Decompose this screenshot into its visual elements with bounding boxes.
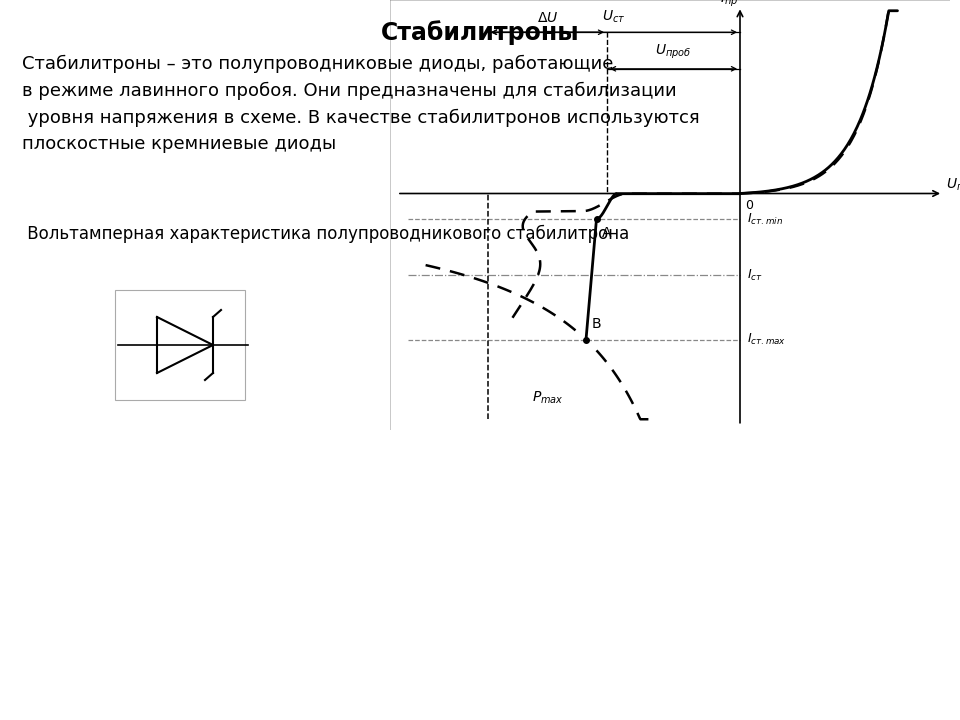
Text: Вольтамперная характеристика полупроводникового стабилитрона: Вольтамперная характеристика полупроводн… bbox=[22, 225, 629, 243]
Text: B: B bbox=[591, 317, 601, 331]
Text: $I_{ст}$: $I_{ст}$ bbox=[747, 268, 763, 283]
Text: $P_{max}$: $P_{max}$ bbox=[532, 390, 564, 406]
Text: Стабилитроны – это полупроводниковые диоды, работающие
в режиме лавинного пробоя: Стабилитроны – это полупроводниковые дио… bbox=[22, 55, 700, 153]
Text: $I_{пр}$: $I_{пр}$ bbox=[720, 0, 738, 9]
Text: $I_{ст.min}$: $I_{ст.min}$ bbox=[747, 212, 783, 227]
FancyBboxPatch shape bbox=[115, 290, 245, 400]
Text: A: A bbox=[602, 226, 612, 240]
Text: $U_{проб}$: $U_{проб}$ bbox=[656, 43, 691, 61]
Text: Стабилитроны: Стабилитроны bbox=[381, 20, 579, 45]
Text: $U_{пр}$: $U_{пр}$ bbox=[947, 177, 960, 195]
Text: $\Delta U$: $\Delta U$ bbox=[537, 11, 558, 24]
Text: $I_{ст.max}$: $I_{ст.max}$ bbox=[747, 332, 786, 347]
Text: $U_{ст}$: $U_{ст}$ bbox=[602, 9, 626, 24]
Text: 0: 0 bbox=[745, 199, 754, 212]
